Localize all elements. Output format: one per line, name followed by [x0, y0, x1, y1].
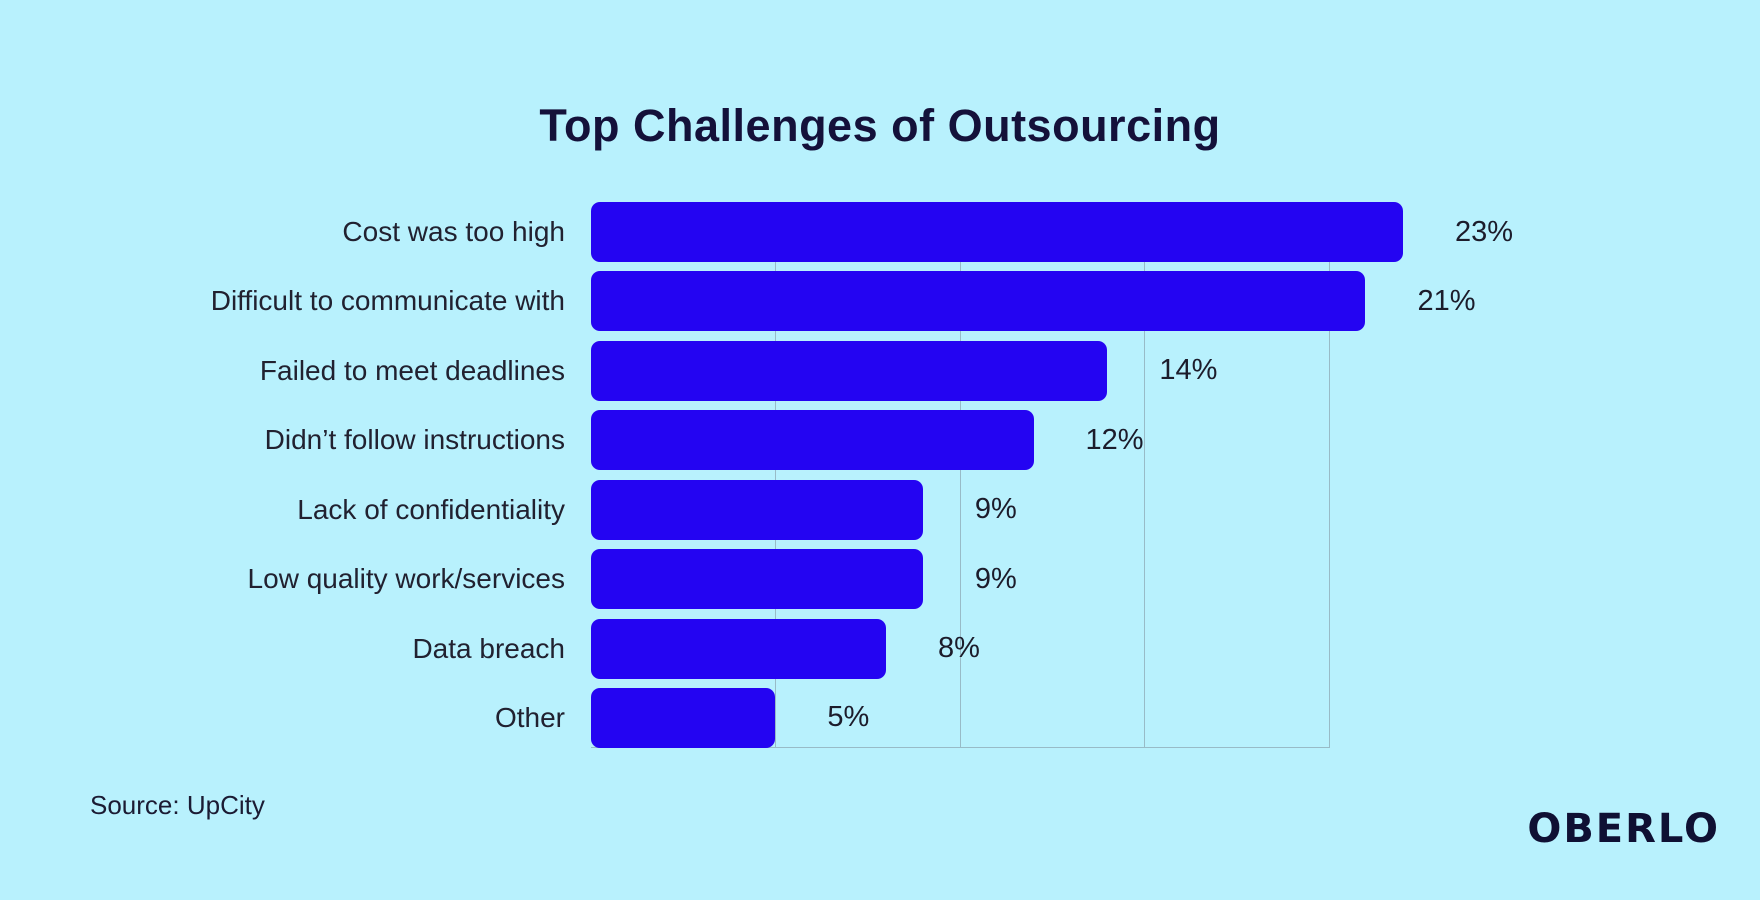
bar-row: Other 5% — [0, 687, 1760, 748]
bar-field: 8% — [591, 618, 1513, 679]
value-label: 14% — [1159, 354, 1218, 387]
value-label: 9% — [974, 562, 1017, 595]
value-label: 8% — [938, 632, 980, 665]
category-label: Didn’t follow instructions — [264, 424, 565, 456]
bar — [591, 202, 1403, 262]
category-label: Cost was too high — [342, 216, 565, 247]
bar-row: Data breach 8% — [0, 618, 1760, 679]
category-label: Lack of confidentiality — [297, 493, 565, 525]
bar-field: 14% — [591, 340, 1513, 401]
bar-field: 23% — [591, 202, 1513, 262]
gridline-15-percent — [1144, 202, 1146, 748]
bar-row: Cost was too high 23% — [0, 202, 1760, 262]
bar — [591, 549, 923, 610]
bar — [591, 479, 923, 540]
bar-row: Low quality work/services 9% — [0, 549, 1760, 610]
value-label: 9% — [974, 493, 1017, 526]
source-attribution: Source: UpCity — [90, 790, 265, 820]
value-label: 5% — [827, 701, 870, 734]
chart-title: Top Challenges of Outsourcing — [539, 100, 1221, 151]
bar-row: Failed to meet deadlines 14% — [0, 340, 1760, 401]
gridline-20-percent — [1328, 202, 1330, 748]
category-label: Data breach — [412, 632, 565, 664]
value-label: 23% — [1454, 215, 1513, 248]
bar — [591, 618, 887, 679]
bar-field: 21% — [591, 271, 1513, 332]
value-label: 12% — [1085, 423, 1144, 456]
x-axis-baseline — [591, 747, 1329, 748]
bar-row: Difficult to communicate with 21% — [0, 271, 1760, 332]
bar — [591, 410, 1034, 471]
gridline-10-percent — [959, 202, 961, 748]
oberlo-logo: OBERLO — [1527, 806, 1720, 852]
value-label: 21% — [1417, 284, 1476, 317]
bar — [591, 687, 776, 748]
bar-field: 9% — [591, 549, 1513, 610]
bar-field: 12% — [591, 410, 1513, 471]
category-label: Low quality work/services — [247, 563, 565, 595]
bar-rows: Cost was too high 23% Difficult to commu… — [0, 202, 1760, 748]
bar — [591, 271, 1366, 332]
bar-row: Lack of confidentiality 9% — [0, 479, 1760, 540]
category-label: Other — [494, 701, 565, 733]
bar-field: 5% — [591, 687, 1513, 748]
bar-row: Didn’t follow instructions 12% — [0, 410, 1760, 471]
gridline-5-percent — [775, 202, 777, 748]
bar-field: 9% — [591, 479, 1513, 540]
category-label: Failed to meet deadlines — [259, 354, 565, 386]
plot-gridlines — [591, 202, 1513, 748]
category-label: Difficult to communicate with — [210, 285, 565, 317]
bar — [591, 340, 1108, 401]
